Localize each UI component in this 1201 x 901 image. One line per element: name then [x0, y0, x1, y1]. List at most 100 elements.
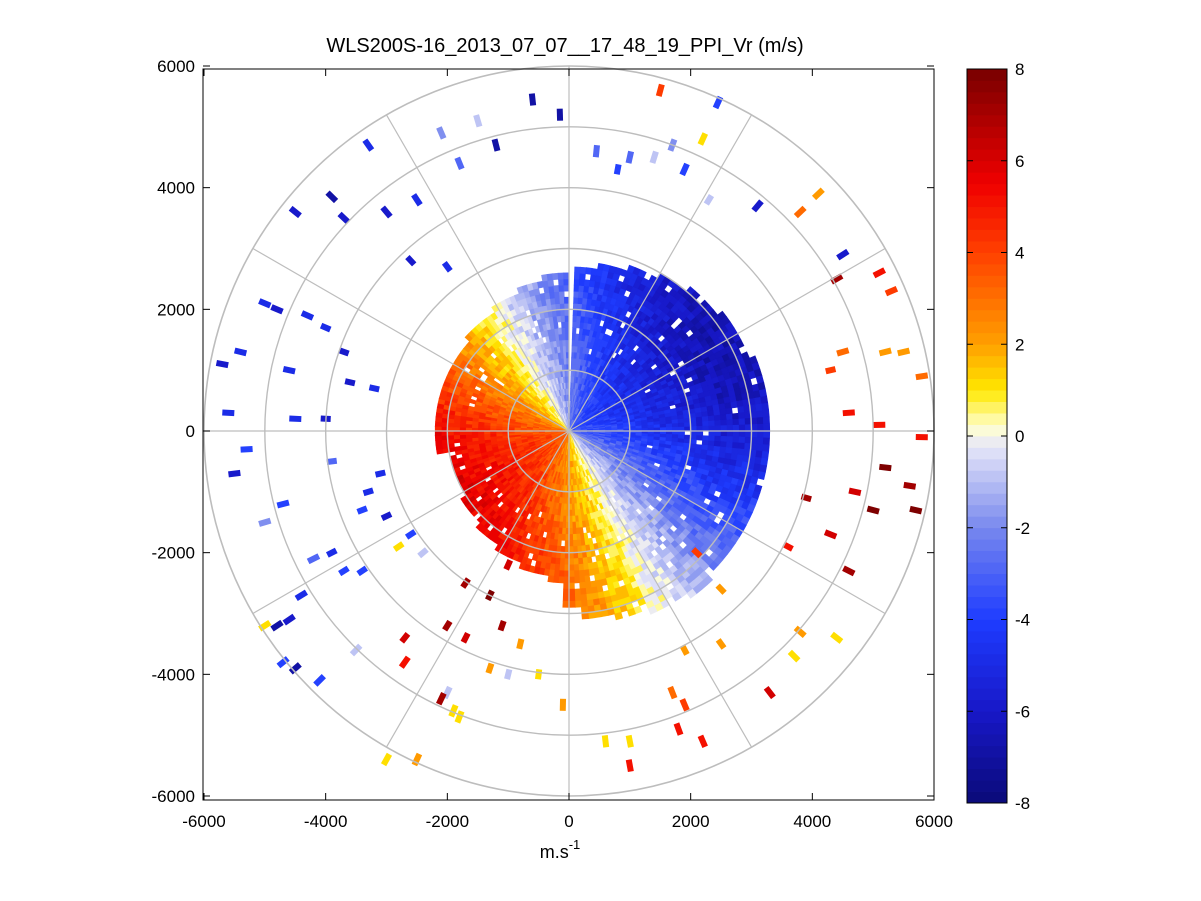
scan-cell [571, 515, 576, 523]
scan-cell [684, 426, 692, 432]
colorbar-band [967, 676, 1007, 689]
scan-cell [552, 272, 559, 281]
scan-cell [573, 272, 581, 280]
scan-cell [446, 426, 454, 432]
scatter-point [842, 409, 855, 417]
scan-cell [714, 420, 722, 427]
scan-cell [579, 587, 587, 596]
scan-cell [726, 430, 734, 438]
scan-cell [720, 425, 728, 432]
colorbar-band [967, 80, 1007, 93]
scan-cell [738, 424, 746, 432]
scan-cell [573, 564, 580, 572]
scan-cell [558, 290, 565, 298]
scan-cell [677, 422, 685, 428]
scan-cell [459, 434, 467, 439]
colorbar-band [967, 378, 1007, 391]
scan-cell [558, 576, 565, 584]
scan-cell [563, 296, 570, 304]
scan-cell [572, 539, 578, 547]
colorbar-band [967, 263, 1007, 276]
colorbar-band [967, 642, 1007, 655]
scan-cell [573, 290, 580, 298]
scan-cell [454, 445, 462, 452]
scan-cell [568, 600, 576, 608]
scan-cell [756, 410, 764, 419]
scan-cell [440, 426, 448, 432]
scan-cell [579, 266, 587, 275]
colorbar-band [967, 585, 1007, 597]
scan-cell [580, 600, 588, 608]
scan-cell [732, 424, 740, 432]
colorbar-band [967, 321, 1007, 334]
colorbar-band [967, 573, 1007, 586]
colorbar-band [967, 252, 1007, 265]
ppi-scan-core [434, 262, 771, 621]
scan-cell [572, 327, 577, 335]
scatter-point [222, 409, 235, 417]
scan-cell [762, 444, 770, 453]
colorbar-band [967, 195, 1007, 208]
colorbar-band [967, 653, 1007, 666]
scan-cell [563, 558, 570, 566]
scan-cell [554, 297, 561, 305]
colorbar-band [967, 218, 1007, 230]
scan-cell [732, 418, 740, 426]
scan-cell [714, 425, 722, 432]
scan-cell [738, 436, 746, 444]
scan-cell [546, 273, 554, 281]
colorbar-band [967, 229, 1007, 242]
scatter-point [915, 433, 928, 441]
scan-cell [558, 278, 565, 286]
scan-cell [720, 430, 728, 437]
scan-cell [573, 576, 580, 584]
y-tick-label: 6000 [157, 57, 195, 76]
scan-cell [560, 315, 566, 323]
scan-cell [568, 570, 575, 578]
x-tick-label: 2000 [672, 812, 710, 831]
scan-cell [582, 563, 589, 571]
scan-cell [731, 447, 739, 456]
scan-cell [751, 430, 758, 438]
scan-cell [701, 416, 709, 423]
scan-cell [577, 557, 584, 565]
colorbar-band [967, 298, 1007, 311]
scan-cell [553, 321, 559, 329]
scan-cell [580, 594, 588, 602]
scan-cell [579, 581, 586, 590]
scan-cell [561, 333, 567, 341]
scan-cell [720, 435, 728, 443]
scan-cell [720, 419, 728, 427]
scan-cell [653, 424, 661, 429]
plot-area: -6000 -4000 -2000 0 2000 4000 6000600040002000… [152, 57, 953, 831]
scan-cell [572, 527, 577, 535]
scan-cell [707, 415, 715, 422]
scan-cell [708, 430, 716, 437]
colorbar-band [967, 550, 1007, 563]
scan-cell [563, 582, 570, 590]
scan-cell [701, 411, 709, 418]
scan-cell [568, 552, 574, 560]
x-tick-label: -6000 [182, 812, 225, 831]
scan-cell [568, 576, 575, 584]
scan-cell [696, 425, 704, 432]
scan-cell [762, 416, 770, 425]
x-tick-label: 4000 [793, 812, 831, 831]
scan-cell [732, 412, 740, 420]
colorbar-band [967, 69, 1007, 81]
colorbar-band [967, 470, 1007, 483]
scan-cell [552, 575, 560, 584]
scan-cell [453, 434, 461, 440]
scan-cell [714, 430, 722, 437]
colorbar-band [967, 275, 1007, 288]
scan-cell [756, 443, 764, 452]
scatter-point [592, 144, 600, 158]
y-tick-label: 0 [186, 422, 195, 441]
scan-cell [690, 434, 698, 441]
scan-cell [559, 552, 566, 560]
x-tick-label: 0 [564, 812, 573, 831]
colorbar-band [967, 596, 1007, 609]
colorbar-band [967, 527, 1007, 540]
scan-cell [763, 423, 771, 432]
scan-cell [562, 588, 570, 596]
